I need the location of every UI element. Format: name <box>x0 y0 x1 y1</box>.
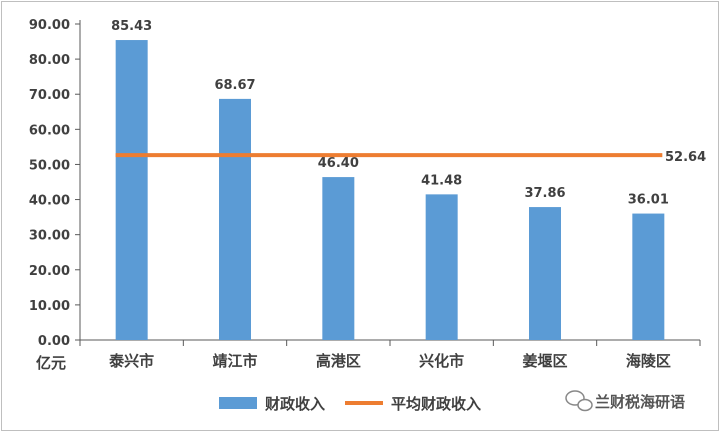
y-tick-label: 40.00 <box>29 194 70 209</box>
y-tick-label: 80.00 <box>29 53 70 68</box>
legend-label-bar: 财政收入 <box>265 395 325 413</box>
wechat-icon <box>565 390 585 406</box>
bar <box>219 98 251 340</box>
y-tick-label: 10.00 <box>29 299 70 314</box>
bar <box>115 40 148 340</box>
data-label: 36.01 <box>628 193 669 208</box>
x-tick-label: 靖江市 <box>212 352 257 370</box>
y-tick-label: 50.00 <box>29 158 70 173</box>
data-label: 37.86 <box>524 186 565 201</box>
bar <box>632 213 665 340</box>
y-tick-label: 20.00 <box>29 264 70 279</box>
y-axis-unit-label: 亿元 <box>36 354 66 372</box>
data-label: 85.43 <box>111 19 152 34</box>
y-tick-label: 0.00 <box>38 334 70 349</box>
bar <box>322 177 355 340</box>
bar <box>425 194 458 340</box>
average-line-label: 52.64 <box>665 150 706 165</box>
watermark-text: 兰财税海研语 <box>595 393 685 411</box>
data-label: 41.48 <box>421 173 462 188</box>
data-label: 68.67 <box>214 78 255 93</box>
y-tick-label: 70.00 <box>29 88 70 103</box>
legend-swatch-bar <box>219 397 257 409</box>
y-tick-label: 30.00 <box>29 229 70 244</box>
data-label: 46.40 <box>318 156 359 171</box>
x-tick-label: 泰兴市 <box>108 352 154 370</box>
x-tick-label: 姜堰区 <box>522 352 567 370</box>
x-tick-label: 兴化市 <box>419 352 464 370</box>
x-tick-label: 海陵区 <box>626 352 671 370</box>
x-tick-label: 高港区 <box>316 352 361 370</box>
bar <box>529 207 561 340</box>
legend-label-line: 平均财政收入 <box>391 395 481 413</box>
wechat-icon-small-bubble <box>577 398 593 412</box>
y-tick-label: 90.00 <box>29 18 70 33</box>
y-tick-label: 60.00 <box>29 123 70 138</box>
